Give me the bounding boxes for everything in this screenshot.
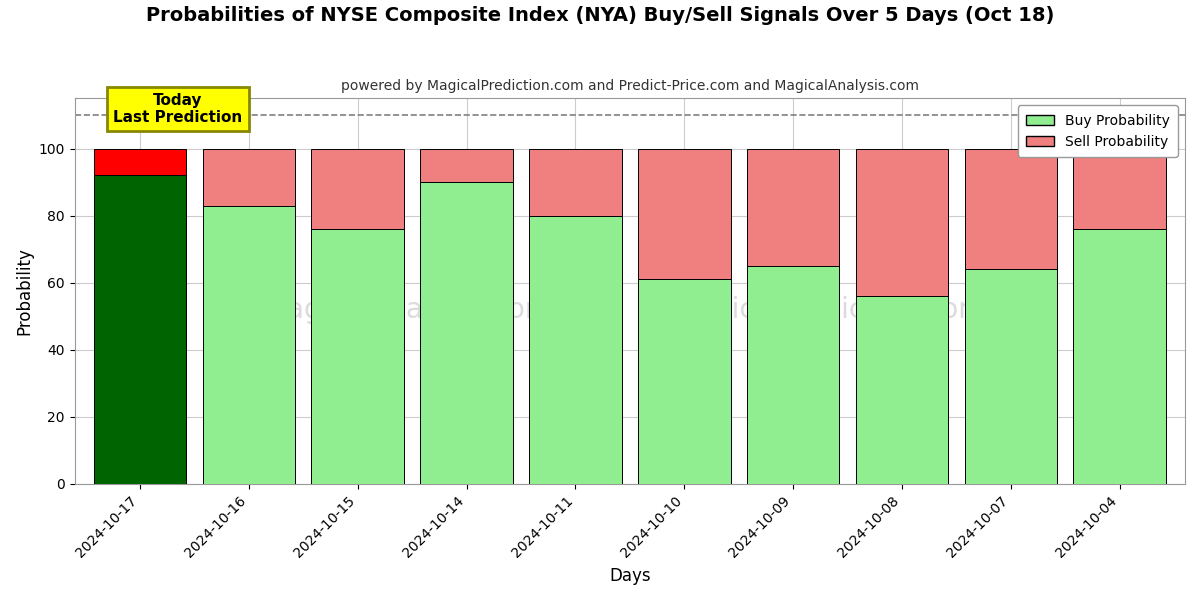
Bar [420,149,512,182]
Legend: Buy Probability, Sell Probability: Buy Probability, Sell Probability [1018,105,1178,157]
Text: MagicalAnalysis.com: MagicalAnalysis.com [263,296,552,325]
Bar [856,149,948,296]
X-axis label: Days: Days [610,567,650,585]
Bar [529,149,622,215]
Bar [312,229,404,484]
Bar [638,280,731,484]
Bar [529,215,622,484]
Title: powered by MagicalPrediction.com and Predict-Price.com and MagicalAnalysis.com: powered by MagicalPrediction.com and Pre… [341,79,919,93]
Bar [203,206,295,484]
Y-axis label: Probability: Probability [16,247,34,335]
Bar [94,175,186,484]
Text: MagicalPrediction.com: MagicalPrediction.com [673,296,986,325]
Bar [312,149,404,229]
Bar [965,149,1057,269]
Text: Probabilities of NYSE Composite Index (NYA) Buy/Sell Signals Over 5 Days (Oct 18: Probabilities of NYSE Composite Index (N… [146,6,1054,25]
Bar [638,149,731,280]
Bar [1074,149,1166,229]
Text: Today
Last Prediction: Today Last Prediction [114,93,242,125]
Bar [203,149,295,206]
Bar [746,266,839,484]
Bar [420,182,512,484]
Bar [856,296,948,484]
Bar [94,149,186,175]
Bar [965,269,1057,484]
Bar [1074,229,1166,484]
Bar [746,149,839,266]
